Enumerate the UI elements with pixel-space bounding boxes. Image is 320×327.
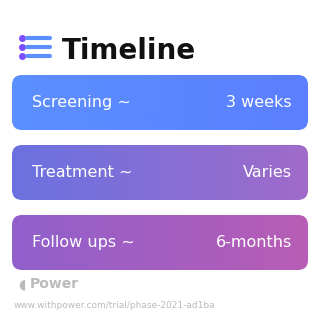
Text: Power: Power [30,277,79,291]
Text: Timeline: Timeline [62,37,196,65]
Text: www.withpower.com/trial/phase-2021-ad1ba: www.withpower.com/trial/phase-2021-ad1ba [14,301,216,311]
Text: Screening ~: Screening ~ [32,95,131,110]
Text: Follow ups ~: Follow ups ~ [32,235,135,250]
Text: ◖: ◖ [18,277,25,291]
Text: 3 weeks: 3 weeks [226,95,292,110]
Text: 6-months: 6-months [216,235,292,250]
Text: Varies: Varies [243,165,292,180]
Text: Treatment ~: Treatment ~ [32,165,132,180]
